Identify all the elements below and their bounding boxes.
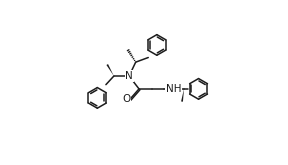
Text: N: N [125, 71, 133, 81]
Text: NH: NH [166, 84, 181, 94]
Polygon shape [107, 64, 114, 76]
Polygon shape [181, 89, 184, 102]
Text: O: O [122, 95, 130, 104]
